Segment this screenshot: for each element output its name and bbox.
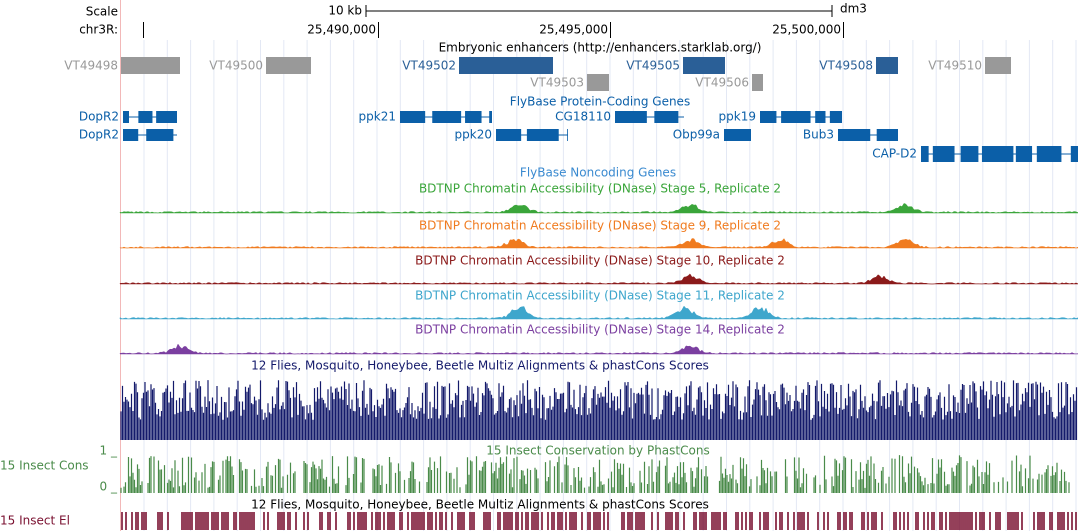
gene-exon (829, 111, 842, 123)
gene-label: CG18110 (555, 110, 611, 124)
signal (119, 203, 1078, 214)
gene-label: DopR2 (79, 128, 119, 142)
conservation-bars (120, 455, 1070, 493)
gene-exon (781, 111, 811, 123)
gene-exon (1070, 146, 1078, 162)
track-title: FlyBase Noncoding Genes (520, 166, 676, 180)
gene-label: ppk19 (719, 110, 756, 124)
track-title: 12 Flies, Mosquito, Honeybee, Beetle Mul… (251, 498, 709, 512)
gene-exon (146, 129, 174, 141)
enhancer (459, 57, 553, 74)
gene-exon (654, 111, 679, 123)
gene-exon (465, 111, 482, 123)
gene-exon (123, 111, 130, 123)
scale-size: 10 kb (328, 4, 362, 18)
signal (119, 343, 1078, 355)
track-title: BDTNP Chromatin Accessibility (DNase) St… (419, 219, 781, 233)
gene-label: Obp99a (673, 128, 720, 142)
gene-label: ppk20 (455, 128, 492, 142)
enhancer-label: VT49506 (695, 76, 749, 90)
ruler-position: 25,490,000 (307, 23, 376, 37)
gene-exon (1036, 146, 1062, 162)
track-title: 15 Insect Conservation by PhastCons (486, 444, 709, 458)
track-title: BDTNP Chromatin Accessibility (DNase) St… (415, 323, 785, 337)
gene-exon (981, 146, 1014, 162)
track-title: 12 Flies, Mosquito, Honeybee, Beetle Mul… (251, 359, 709, 373)
track-label: 15 Insect El (0, 514, 70, 528)
signal (119, 273, 1078, 285)
gene-exon (400, 111, 426, 123)
gene-exon (138, 111, 153, 123)
gene-exon (838, 129, 871, 141)
enhancer (985, 57, 1011, 74)
enhancer-label: VT49500 (209, 59, 263, 73)
enhancer-label: VT49502 (402, 59, 456, 73)
gene-exon (1015, 146, 1033, 162)
gene-exon (156, 111, 177, 123)
gene-exon (876, 129, 898, 141)
gene-exon (932, 146, 955, 162)
element-blocks (121, 512, 1077, 530)
enhancer (752, 74, 763, 91)
track-title: FlyBase Protein-Coding Genes (510, 95, 690, 109)
ruler-position: 25,495,000 (539, 23, 608, 37)
gene-label: CAP-D2 (872, 147, 917, 161)
gene-exon (921, 146, 929, 162)
gene-exon (760, 111, 777, 123)
gene-exon (567, 129, 568, 141)
enhancer-label: VT49510 (928, 59, 982, 73)
assembly: dm3 (840, 2, 867, 16)
axis-label: 0 _ (100, 480, 118, 494)
gene-exon (960, 146, 979, 162)
ruler-position: 25,500,000 (772, 23, 841, 37)
gene-label: DopR2 (79, 110, 119, 124)
enhancer-label: VT49508 (819, 59, 873, 73)
gene-exon (815, 111, 826, 123)
track-title: BDTNP Chromatin Accessibility (DNase) St… (419, 182, 781, 196)
gene-exon (496, 129, 522, 141)
gene-exon (615, 111, 647, 123)
gene-exon (123, 129, 139, 141)
conservation-bars (120, 380, 1078, 440)
enhancer-label: VT49503 (530, 76, 584, 90)
enhancer (587, 74, 609, 91)
chrom-label: chr3R: (79, 23, 118, 37)
gene-exon (432, 111, 462, 123)
enhancer (121, 57, 180, 74)
gene-exon (724, 129, 751, 141)
gene-label: Bub3 (803, 128, 834, 142)
enhancer-label: VT49498 (64, 59, 118, 73)
enhancer (683, 57, 725, 74)
enhancer-label: VT49505 (626, 59, 680, 73)
track-label: 15 Insect Cons (0, 459, 89, 473)
track-title: BDTNP Chromatin Accessibility (DNase) St… (415, 254, 785, 268)
gene-exon (489, 111, 492, 123)
enhancer (876, 57, 898, 74)
gene-exon (526, 129, 559, 141)
signal (119, 238, 1078, 249)
scale-label: Scale (86, 5, 118, 19)
enhancer (266, 57, 311, 74)
track-title: BDTNP Chromatin Accessibility (DNase) St… (415, 289, 785, 303)
track-title: Embryonic enhancers (http://enhancers.st… (439, 41, 762, 55)
axis-label: 1 _ (100, 444, 118, 458)
signal (119, 305, 1078, 320)
gene-label: ppk21 (359, 110, 396, 124)
